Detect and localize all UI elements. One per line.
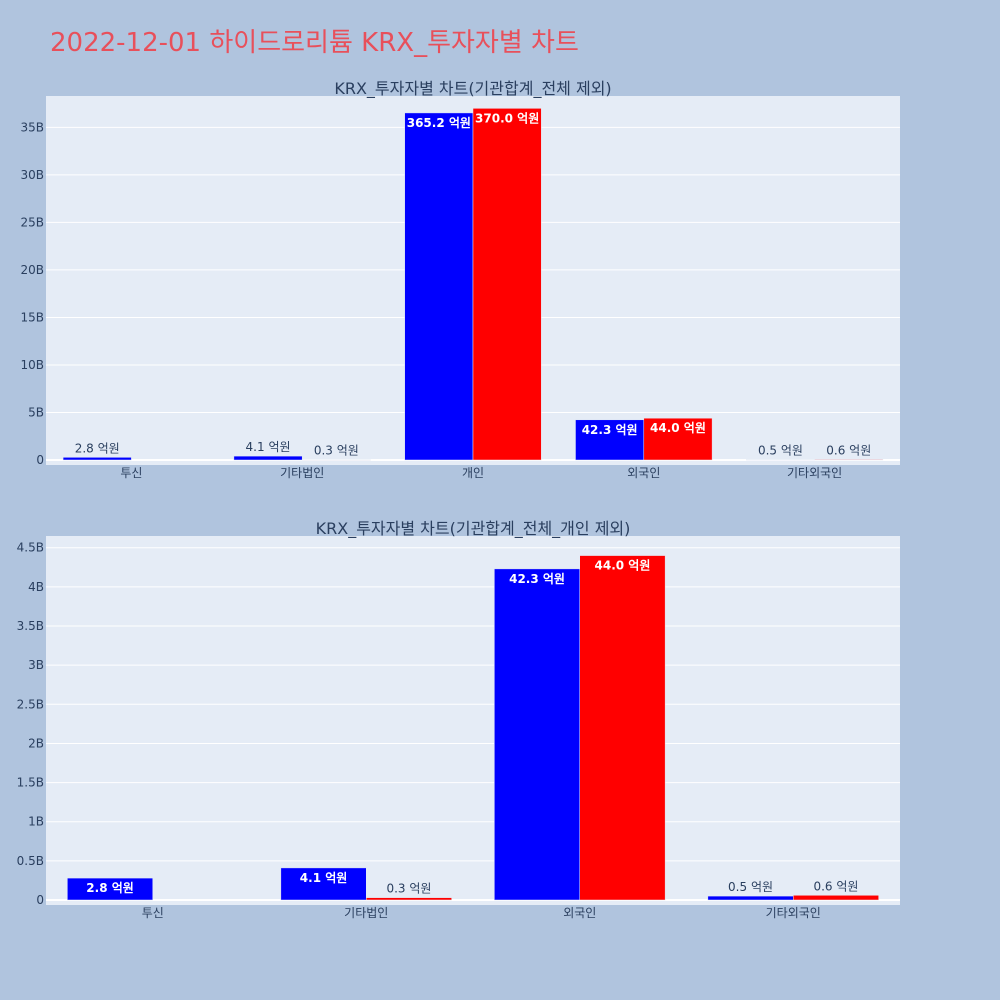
x-tick-label: 기타외국인 xyxy=(766,906,821,920)
chart-1: 0 5B 10B 15B 20B 25B 30B 35B KRX_투자자별 차트(기관합계_전체… xyxy=(20,79,900,480)
y-tick-label: 4B xyxy=(28,580,44,594)
chart-2: 0 0.5B 1B 1.5B 2B 2.5B 3B 3.5B 4B 4.5B KRX_투자자별 차트… xyxy=(17,519,900,920)
bar-value-label: 0.5 억원 xyxy=(728,880,773,894)
bar-value-label: 42.3 억원 xyxy=(509,572,565,586)
bar-value-label: 0.3 억원 xyxy=(386,882,431,896)
plot-area xyxy=(46,536,900,905)
bar xyxy=(643,417,713,461)
bar-value-label: 2.8 억원 xyxy=(86,881,134,895)
y-tick-label: 1.5B xyxy=(17,776,44,790)
x-tick-label: 외국인 xyxy=(627,466,660,480)
x-tick-label: 외국인 xyxy=(563,906,596,920)
bar xyxy=(280,867,367,901)
x-tick-label: 개인 xyxy=(462,466,484,480)
x-tick-label: 기타법인 xyxy=(344,906,388,920)
bar-value-label: 4.1 억원 xyxy=(300,871,348,885)
bar xyxy=(746,459,815,461)
bar xyxy=(62,457,132,461)
bar-value-label: 370.0 억원 xyxy=(475,111,539,125)
bar-value-label: 44.0 억원 xyxy=(595,559,651,573)
bar-value-label: 4.1 억원 xyxy=(246,440,291,454)
bar xyxy=(707,895,794,901)
x-tick-label: 투신 xyxy=(142,906,164,920)
y-tick-label: 2.5B xyxy=(17,697,44,711)
y-tick-label: 35B xyxy=(20,120,44,134)
y-tick-label: 5B xyxy=(28,405,44,419)
bar xyxy=(494,568,581,901)
bar xyxy=(814,459,884,461)
x-tick-label: 투신 xyxy=(120,466,142,480)
bar-value-label: 0.6 억원 xyxy=(813,879,858,893)
x-tick-label: 기타외국인 xyxy=(787,466,842,480)
bar-value-label: 42.3 억원 xyxy=(582,423,638,437)
y-tick-label: 2B xyxy=(28,736,44,750)
bar xyxy=(472,108,542,461)
bar xyxy=(67,877,153,901)
bar-value-label: 2.8 억원 xyxy=(75,441,120,455)
chart-title: KRX_투자자별 차트(기관합계_전체 제외) xyxy=(334,79,611,99)
y-tick-label: 15B xyxy=(20,310,44,324)
y-tick-label: 30B xyxy=(20,168,44,182)
page-title: 2022-12-01 하이드로리튬 KRX_투자자별 차트 xyxy=(50,28,579,58)
y-tick-label: 20B xyxy=(20,263,44,277)
chart-title: KRX_투자자별 차트(기관합계_전체_개인 제외) xyxy=(316,519,631,539)
bar xyxy=(579,555,666,901)
x-tick-label: 기타법인 xyxy=(280,466,324,480)
y-tick-label: 0.5B xyxy=(17,854,44,868)
y-tick-label: 3.5B xyxy=(17,619,44,633)
bar-value-label: 0.5 억원 xyxy=(758,444,803,458)
bar-value-label: 44.0 억원 xyxy=(650,421,706,435)
y-tick-label: 3B xyxy=(28,658,44,672)
y-tick-label: 1B xyxy=(28,815,44,829)
bar-value-label: 0.3 억원 xyxy=(314,444,359,458)
bar-value-label: 0.6 억원 xyxy=(826,443,871,457)
bar xyxy=(301,459,371,461)
y-tick-label: 4.5B xyxy=(17,541,44,555)
bar xyxy=(404,112,474,461)
y-tick-label: 0 xyxy=(36,453,44,467)
y-tick-label: 25B xyxy=(20,215,44,229)
bar xyxy=(233,455,303,461)
bar xyxy=(793,895,879,901)
y-tick-label: 0 xyxy=(36,893,44,907)
bar-value-label: 365.2 억원 xyxy=(407,116,471,130)
bar xyxy=(366,897,452,901)
y-tick-label: 10B xyxy=(20,358,44,372)
